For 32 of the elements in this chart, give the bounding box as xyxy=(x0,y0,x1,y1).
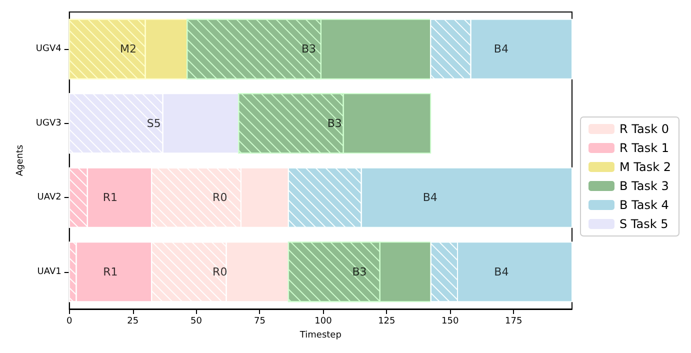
legend-label: S Task 5 xyxy=(619,217,668,231)
y-axis-title: Agents xyxy=(16,144,26,176)
x-axis-title: Timestep xyxy=(298,330,342,340)
x-tick-label: 0 xyxy=(66,316,72,326)
y-tick-label: UAV1 xyxy=(37,266,62,277)
x-tick-label: 100 xyxy=(314,316,332,326)
y-tick-label: UGV4 xyxy=(36,44,62,54)
x-tick-label: 25 xyxy=(127,316,139,326)
legend-label: R Task 1 xyxy=(619,141,669,155)
y-tick-label: UAV2 xyxy=(37,192,62,203)
y-tick-label: UGV3 xyxy=(36,118,62,128)
x-tick-label: 125 xyxy=(378,316,396,326)
annotation: R0 xyxy=(212,191,228,204)
x-tick-label: 50 xyxy=(190,316,202,326)
annotation: R1 xyxy=(102,191,118,204)
annotation: B4 xyxy=(494,42,508,56)
annotation: M2 xyxy=(120,42,136,56)
annotation: R1 xyxy=(103,265,118,278)
x-tick-label: 175 xyxy=(505,316,522,326)
annotation: B3 xyxy=(352,265,367,278)
legend-label: M Task 2 xyxy=(619,160,671,174)
legend-label: B Task 3 xyxy=(619,179,669,193)
legend-label: R Task 0 xyxy=(619,122,669,136)
annotation: S5 xyxy=(146,116,161,130)
legend-label: B Task 4 xyxy=(619,198,669,212)
x-tick-label: 75 xyxy=(254,316,266,326)
x-tick-label: 150 xyxy=(442,316,460,326)
annotation: B3 xyxy=(327,116,342,130)
annotation: B4 xyxy=(422,191,438,204)
annotation: B4 xyxy=(494,265,509,278)
annotation: R0 xyxy=(212,265,228,278)
annotation: B3 xyxy=(301,42,316,56)
